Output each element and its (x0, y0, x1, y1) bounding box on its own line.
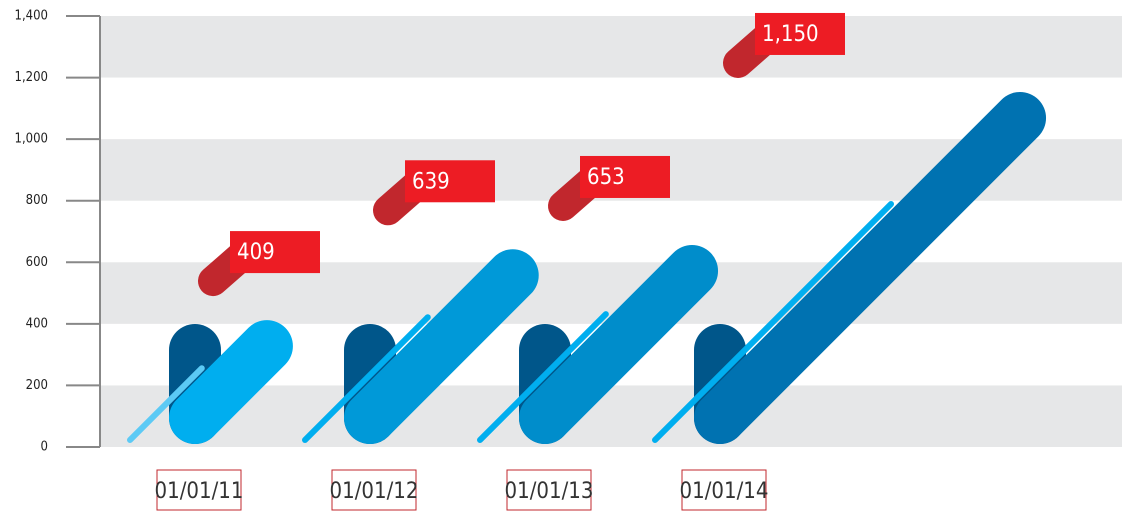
bar (694, 91, 1047, 444)
bar-thin (302, 314, 431, 443)
grid-band (100, 16, 1122, 78)
category-box (331, 469, 417, 511)
y-tick-label: 0 (41, 440, 48, 455)
grid-band (100, 385, 1122, 447)
value-label-box (230, 231, 320, 274)
value-label: 653 (587, 165, 625, 190)
bar-thin (127, 365, 205, 443)
value-label: 639 (412, 169, 450, 194)
y-tick-label: 200 (26, 378, 48, 393)
y-tick-label: 1,200 (15, 70, 48, 85)
bar (169, 320, 293, 444)
bar-thin (477, 311, 609, 443)
bar (344, 249, 539, 444)
value-label-box (405, 160, 495, 203)
x-tick-label: 01/01/11 (155, 479, 244, 504)
value-label-box (580, 155, 670, 198)
value-label: 409 (237, 240, 275, 265)
y-tick-label: 400 (26, 316, 48, 331)
y-tick-label: 1,400 (15, 9, 48, 24)
bar (519, 244, 719, 444)
value-label: 1,150 (762, 22, 819, 47)
x-tick-label: 01/01/12 (330, 479, 419, 504)
bar-thin (652, 200, 895, 443)
x-tick-label: 01/01/14 (680, 479, 769, 504)
x-tick-label: 01/01/13 (505, 479, 594, 504)
value-label-box (755, 12, 845, 55)
y-tick-label: 600 (26, 255, 48, 270)
y-tick-label: 1,000 (15, 132, 48, 147)
y-tick-label: 800 (26, 193, 48, 208)
category-box (681, 469, 767, 511)
category-box (506, 469, 592, 511)
category-box (156, 469, 242, 511)
